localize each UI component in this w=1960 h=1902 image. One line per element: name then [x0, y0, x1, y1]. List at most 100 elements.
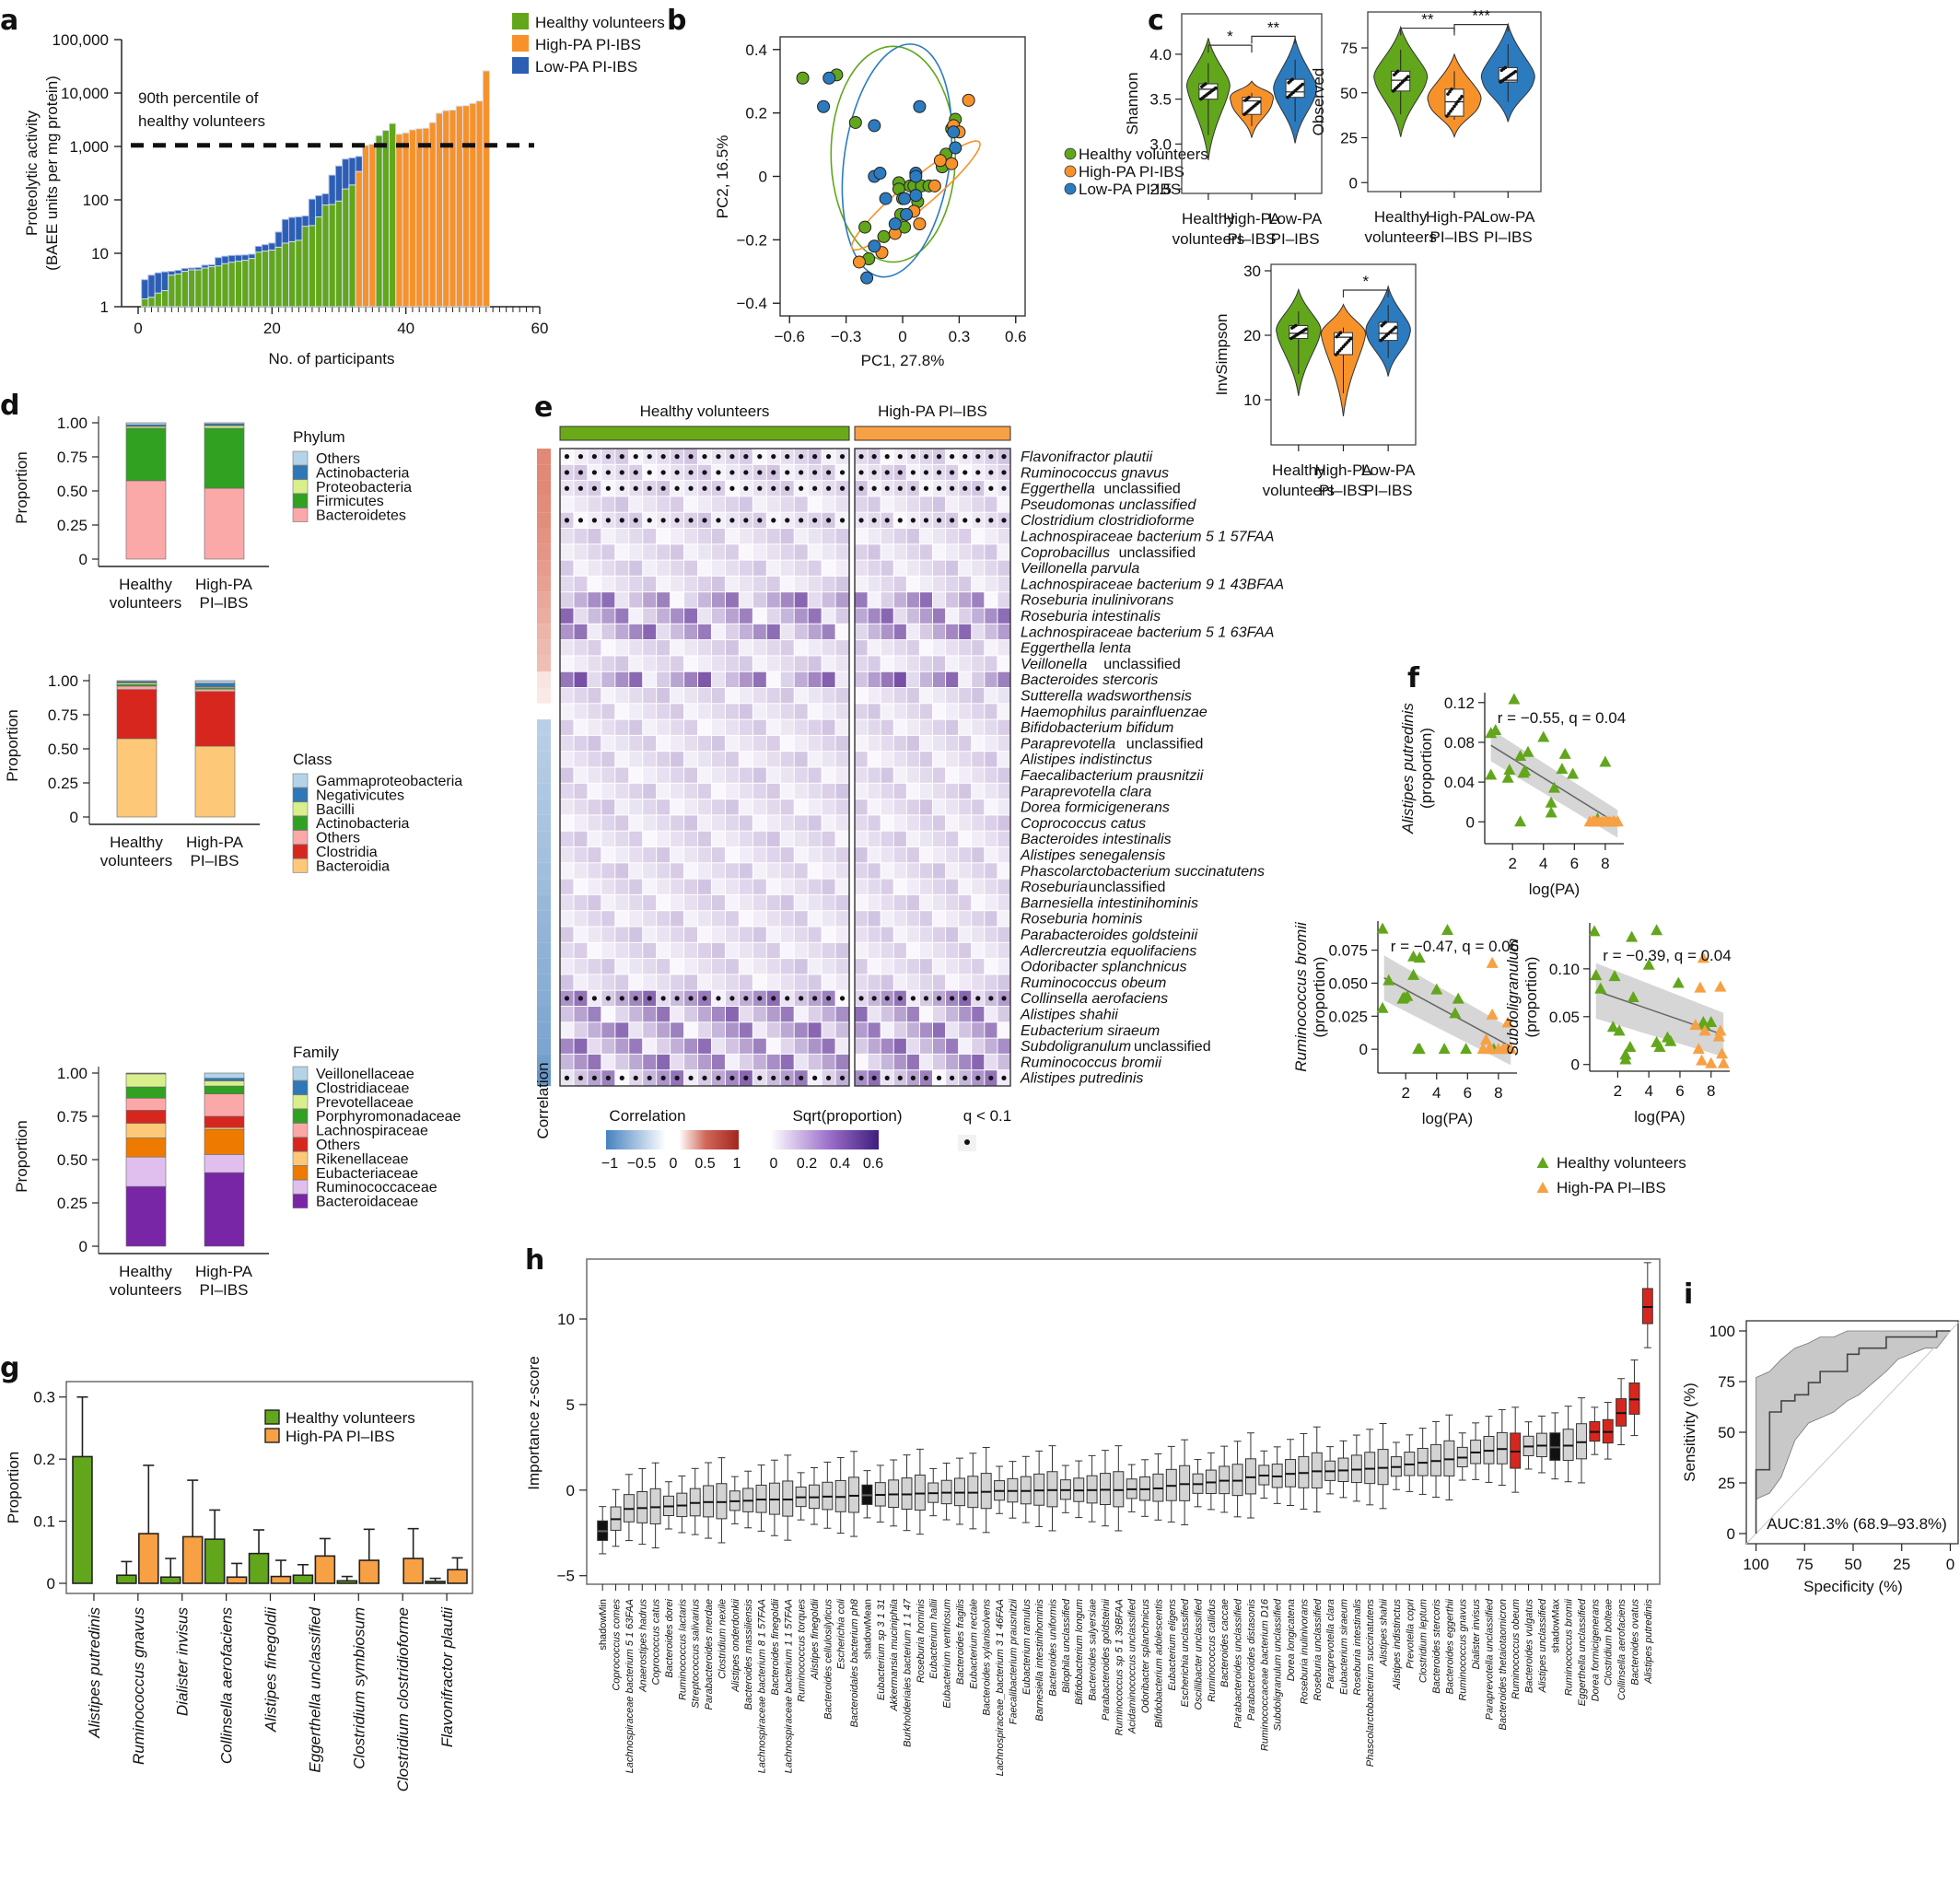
heatmap-cell	[972, 608, 985, 624]
heatmap-cell	[574, 863, 588, 879]
heatmap-cell	[881, 831, 893, 846]
data-point	[1214, 86, 1218, 90]
y-tick-label: 25	[1340, 130, 1358, 147]
heatmap-cell	[766, 767, 780, 783]
heatmap-cell	[946, 1022, 959, 1038]
heatmap-cell	[855, 783, 868, 799]
heatmap-frame-high-pa	[854, 448, 1011, 1087]
heatmap-cell	[794, 799, 808, 815]
correlation-cell	[537, 958, 551, 974]
stacked-segment	[125, 1073, 167, 1088]
data-point-healthy	[1548, 781, 1560, 793]
heatmap-cell	[998, 688, 1010, 704]
heatmap-cell	[835, 735, 849, 752]
significance-dot	[757, 518, 763, 523]
heatmap-cell	[739, 529, 752, 544]
heatmap-cell	[574, 576, 588, 592]
heatmap-cell	[946, 911, 959, 927]
data-point	[1301, 82, 1304, 87]
heatmap-cell	[868, 847, 881, 863]
significance-dot	[884, 485, 890, 491]
significance-dot	[743, 518, 749, 523]
bar-high-pa	[447, 1569, 468, 1584]
heatmap-cell	[698, 671, 711, 687]
annotation-line-2: healthy volunteers	[138, 112, 265, 130]
heatmap-cell	[946, 1038, 959, 1054]
legend-swatch	[292, 493, 309, 508]
data-point-healthy	[1503, 764, 1516, 776]
box	[848, 1476, 860, 1513]
legend-swatch	[292, 1066, 309, 1081]
heatmap-cell	[629, 671, 643, 687]
heatmap-cell	[657, 879, 671, 894]
heatmap-cell	[881, 1022, 893, 1038]
heatmap-cell	[657, 560, 671, 576]
heatmap-cell	[998, 815, 1010, 831]
heatmap-cell	[629, 767, 643, 783]
species-label-suffix: unclassified	[1103, 482, 1181, 497]
y-tick-label: 0.75	[57, 449, 88, 466]
correlation-cell	[537, 639, 551, 656]
y-tick-label: 0.2	[745, 105, 767, 123]
bar-healthy-volunteers	[248, 258, 256, 308]
significance-dot	[923, 454, 929, 460]
data-point	[852, 255, 866, 269]
heatmap-cell	[657, 799, 671, 815]
y-tick-label: 10	[1243, 391, 1261, 409]
colorbar-tick-label: 0	[770, 1156, 778, 1172]
panel-c-violin-shannon: 2.53.03.54.0ShannonHealthyvolunteersHigh…	[1124, 13, 1323, 248]
significance-dot	[910, 1075, 916, 1080]
legend-marker	[1536, 1182, 1549, 1193]
heatmap-cell	[855, 671, 868, 687]
heatmap-cell	[822, 671, 835, 687]
x-tick-label: Ruminococcus bromii	[1564, 1598, 1575, 1696]
x-tick-label: Collinsella aerofaciens	[218, 1607, 236, 1765]
y-tick-label: 0	[70, 809, 78, 826]
significance-dot	[757, 1075, 763, 1080]
x-tick-label: Streptococcus salivarius	[691, 1599, 702, 1709]
significance-dot	[702, 996, 707, 1001]
heatmap-cell	[698, 959, 711, 974]
heatmap-cell	[881, 719, 893, 735]
x-tick-label: PI–IBS	[1319, 482, 1368, 499]
heatmap-cell	[615, 688, 629, 704]
heatmap-cell	[835, 927, 849, 942]
significance-dot	[633, 470, 638, 475]
heatmap-cell	[752, 735, 766, 752]
heatmap-cell	[601, 959, 615, 974]
bar-healthy-volunteers	[381, 130, 390, 308]
significance-dot	[619, 454, 624, 460]
heatmap-cell	[643, 1007, 657, 1022]
heatmap-cell	[711, 656, 725, 671]
data-point-healthy	[1376, 1001, 1389, 1013]
heatmap-cell	[657, 576, 671, 592]
heatmap-cell	[629, 496, 643, 512]
heatmap-cell	[919, 496, 932, 512]
data-point-healthy	[1514, 750, 1527, 762]
stacked-segment	[125, 422, 167, 426]
heatmap-cell	[574, 719, 588, 735]
heatmap-cell	[657, 847, 671, 863]
heatmap-cell	[985, 879, 998, 894]
heatmap-cell	[698, 894, 711, 911]
data-point	[848, 115, 862, 129]
q-legend-dot	[964, 1139, 970, 1145]
heatmap-cell	[835, 688, 849, 704]
heatmap-cell	[868, 767, 881, 783]
significance-dot	[660, 454, 666, 460]
heatmap-cell	[893, 1007, 906, 1022]
heatmap-cell	[752, 624, 766, 640]
significance-dot	[660, 518, 666, 523]
heatmap-cell	[881, 911, 893, 927]
heatmap-cell	[698, 879, 711, 894]
y-tick-label: 0.75	[57, 1108, 88, 1126]
heatmap-cell	[946, 608, 959, 624]
heatmap-cell	[560, 640, 574, 656]
significance-dot	[923, 485, 929, 491]
stacked-segment	[204, 1078, 245, 1081]
heatmap-cell	[629, 942, 643, 959]
x-tick-label: Clostridium clostridioforme	[394, 1607, 412, 1791]
heatmap-cell	[933, 704, 946, 719]
heatmap-cell	[933, 640, 946, 656]
heatmap-cell	[671, 894, 684, 911]
